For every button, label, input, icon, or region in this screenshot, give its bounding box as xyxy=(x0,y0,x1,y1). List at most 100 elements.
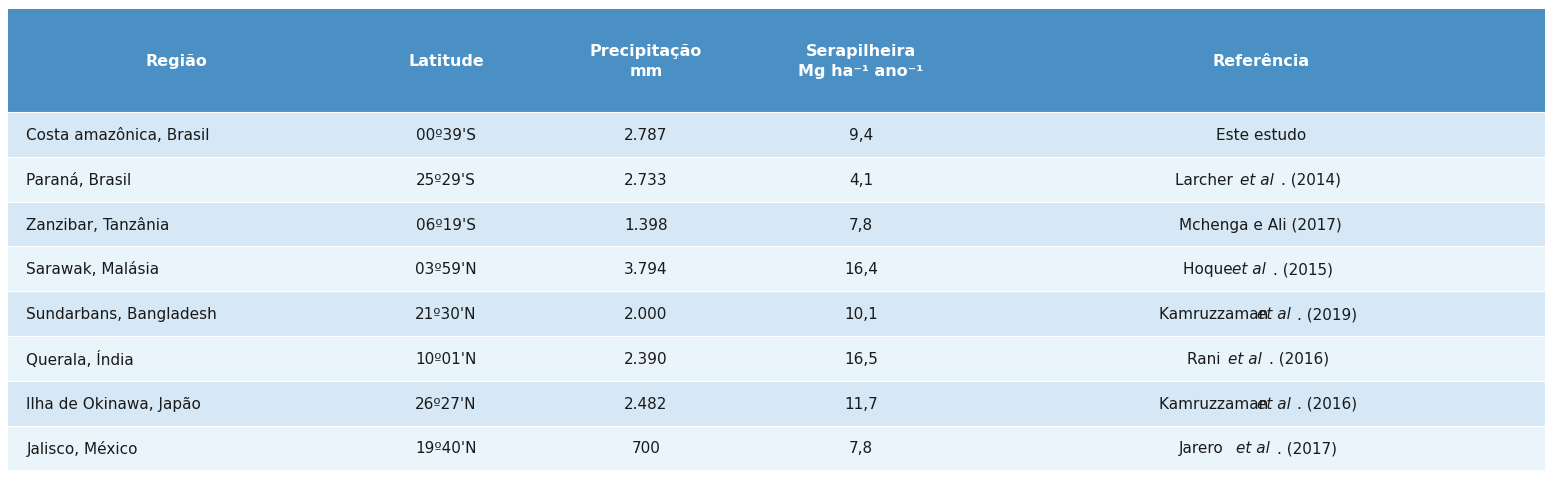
Bar xyxy=(8,202,346,247)
Text: Jarero: Jarero xyxy=(1179,441,1228,456)
Text: et al: et al xyxy=(1236,441,1270,456)
Text: 19º40'N: 19º40'N xyxy=(415,441,477,456)
Bar xyxy=(745,291,977,336)
Bar xyxy=(977,247,1545,291)
Text: Sundarbans, Bangladesh: Sundarbans, Bangladesh xyxy=(26,306,217,322)
Bar xyxy=(745,247,977,291)
Text: Serapilheira
Mg ha⁻¹ ano⁻¹: Serapilheira Mg ha⁻¹ ano⁻¹ xyxy=(798,44,924,79)
Text: 11,7: 11,7 xyxy=(845,396,877,411)
Text: 21º30'N: 21º30'N xyxy=(415,306,477,322)
Text: 2.787: 2.787 xyxy=(624,128,668,143)
Text: 25º29'S: 25º29'S xyxy=(416,172,475,187)
Bar xyxy=(346,202,547,247)
Bar xyxy=(8,10,346,113)
Bar xyxy=(547,202,745,247)
Bar xyxy=(547,113,745,157)
Text: Jalisco, México: Jalisco, México xyxy=(26,440,138,456)
Text: 26º27'N: 26º27'N xyxy=(415,396,477,411)
Text: Rani: Rani xyxy=(1188,351,1225,366)
Bar xyxy=(547,247,745,291)
Text: 7,8: 7,8 xyxy=(849,441,873,456)
Text: . (2014): . (2014) xyxy=(1281,172,1342,187)
Text: 06º19'S: 06º19'S xyxy=(416,217,475,232)
Bar xyxy=(745,426,977,470)
Bar xyxy=(977,291,1545,336)
Bar xyxy=(745,202,977,247)
Bar xyxy=(745,10,977,113)
Text: 700: 700 xyxy=(632,441,660,456)
Text: Costa amazônica, Brasil: Costa amazônica, Brasil xyxy=(26,128,210,143)
Bar xyxy=(346,426,547,470)
Bar xyxy=(547,157,745,202)
Text: Ilha de Okinawa, Japão: Ilha de Okinawa, Japão xyxy=(26,396,202,411)
Text: 3.794: 3.794 xyxy=(624,262,668,277)
Bar xyxy=(346,247,547,291)
Text: 16,4: 16,4 xyxy=(845,262,877,277)
Bar xyxy=(346,157,547,202)
Text: et al: et al xyxy=(1256,396,1291,411)
Text: et al: et al xyxy=(1228,351,1263,366)
Text: 4,1: 4,1 xyxy=(849,172,873,187)
Text: Este estudo: Este estudo xyxy=(1216,128,1306,143)
Text: Kamruzzaman: Kamruzzaman xyxy=(1159,396,1273,411)
Bar xyxy=(8,247,346,291)
Text: Kamruzzaman: Kamruzzaman xyxy=(1159,306,1273,322)
Text: Referência: Referência xyxy=(1213,54,1309,69)
Bar xyxy=(745,113,977,157)
Bar xyxy=(8,113,346,157)
Text: 2.482: 2.482 xyxy=(624,396,668,411)
Bar xyxy=(745,381,977,426)
Text: Mchenga e Ali (2017): Mchenga e Ali (2017) xyxy=(1179,217,1342,232)
Text: 16,5: 16,5 xyxy=(845,351,877,366)
Text: 10,1: 10,1 xyxy=(845,306,877,322)
Text: Sarawak, Malásia: Sarawak, Malásia xyxy=(26,262,160,277)
Bar xyxy=(977,113,1545,157)
Bar xyxy=(745,157,977,202)
Bar xyxy=(977,381,1545,426)
Bar xyxy=(346,10,547,113)
Bar xyxy=(547,291,745,336)
Bar xyxy=(977,10,1545,113)
Text: Zanzibar, Tanzânia: Zanzibar, Tanzânia xyxy=(26,217,169,232)
Bar xyxy=(346,336,547,381)
Bar xyxy=(977,157,1545,202)
Text: 1.398: 1.398 xyxy=(624,217,668,232)
Bar xyxy=(977,336,1545,381)
Bar xyxy=(8,336,346,381)
Text: 7,8: 7,8 xyxy=(849,217,873,232)
Text: Região: Região xyxy=(146,54,208,69)
Bar xyxy=(745,336,977,381)
Bar xyxy=(346,113,547,157)
Bar xyxy=(977,426,1545,470)
Bar xyxy=(346,291,547,336)
Text: Larcher: Larcher xyxy=(1176,172,1238,187)
Text: et al: et al xyxy=(1256,306,1291,322)
Text: . (2017): . (2017) xyxy=(1277,441,1337,456)
Text: Hoque: Hoque xyxy=(1183,262,1238,277)
Text: 9,4: 9,4 xyxy=(849,128,873,143)
Bar xyxy=(977,202,1545,247)
Bar xyxy=(547,10,745,113)
Bar xyxy=(8,426,346,470)
Text: et al: et al xyxy=(1232,262,1266,277)
Text: Paraná, Brasil: Paraná, Brasil xyxy=(26,172,132,187)
Text: . (2016): . (2016) xyxy=(1297,396,1357,411)
Text: 2.000: 2.000 xyxy=(624,306,668,322)
Text: . (2016): . (2016) xyxy=(1269,351,1329,366)
Text: Precipitação
mm: Precipitação mm xyxy=(590,44,702,79)
Bar xyxy=(346,381,547,426)
Bar xyxy=(8,157,346,202)
Text: 2.390: 2.390 xyxy=(624,351,668,366)
Text: 00º39'S: 00º39'S xyxy=(416,128,475,143)
Text: Querala, Índia: Querala, Índia xyxy=(26,350,134,367)
Text: et al: et al xyxy=(1241,172,1275,187)
Text: . (2019): . (2019) xyxy=(1297,306,1357,322)
Text: 10º01'N: 10º01'N xyxy=(415,351,477,366)
Text: . (2015): . (2015) xyxy=(1273,262,1332,277)
Bar xyxy=(547,336,745,381)
Text: 03º59'N: 03º59'N xyxy=(415,262,477,277)
Text: 2.733: 2.733 xyxy=(624,172,668,187)
Bar xyxy=(8,291,346,336)
Text: Latitude: Latitude xyxy=(408,54,485,69)
Bar xyxy=(547,426,745,470)
